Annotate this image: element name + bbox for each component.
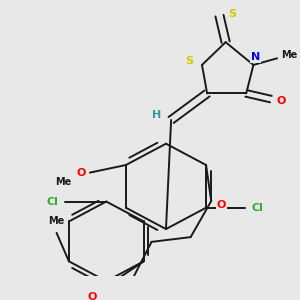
Text: N: N xyxy=(251,52,260,62)
Text: O: O xyxy=(87,292,97,300)
Text: Me: Me xyxy=(48,217,65,226)
Text: O: O xyxy=(277,96,286,106)
Text: Me: Me xyxy=(55,177,71,187)
Text: Cl: Cl xyxy=(252,203,263,213)
Text: H: H xyxy=(152,110,161,120)
Text: Cl: Cl xyxy=(47,196,59,206)
Text: O: O xyxy=(217,200,226,210)
Text: S: S xyxy=(228,9,236,19)
Text: O: O xyxy=(77,168,86,178)
Text: S: S xyxy=(186,56,194,66)
Text: Me: Me xyxy=(281,50,298,61)
